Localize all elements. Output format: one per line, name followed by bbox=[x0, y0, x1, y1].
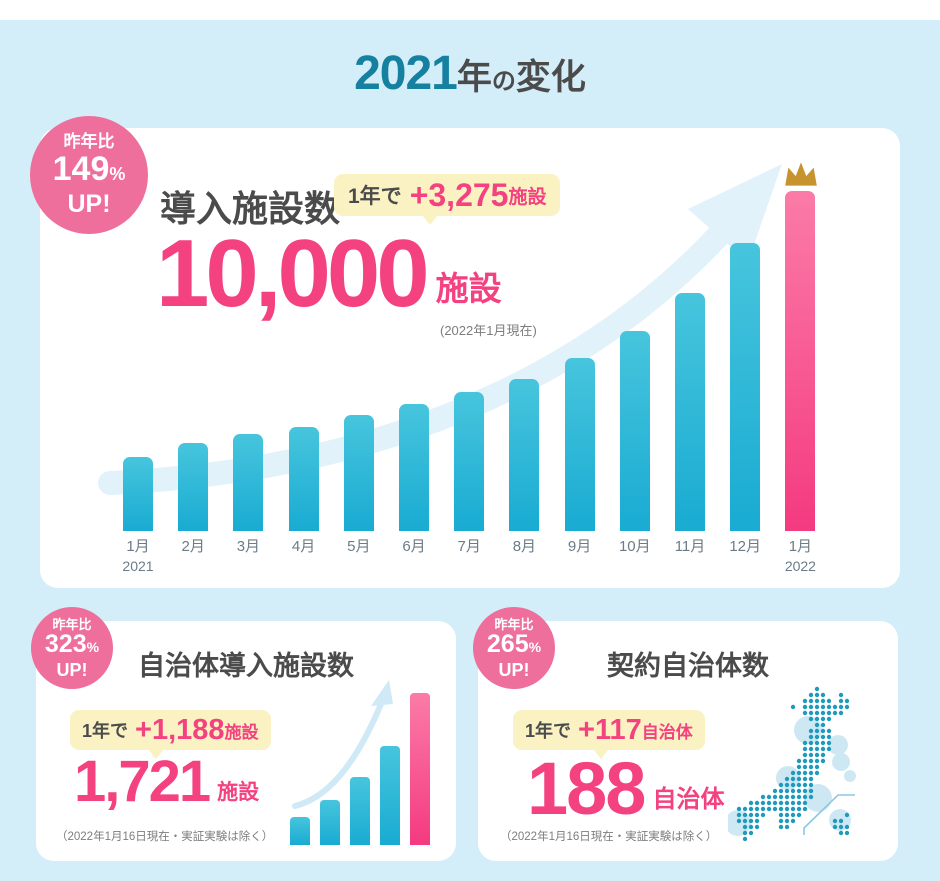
map-blobs bbox=[725, 716, 856, 836]
x-tick-label: 7月 bbox=[457, 538, 481, 555]
x-tick-label: 3月 bbox=[236, 538, 261, 555]
bubble-prefix: 1年で bbox=[348, 185, 402, 208]
title-year: 2021 bbox=[354, 47, 458, 100]
x-tick-label: 5月 bbox=[347, 538, 371, 555]
yoy-badge-left: 昨年比 323% UP! bbox=[31, 607, 113, 689]
left-card-title: 自治体導入施設数 bbox=[138, 651, 354, 681]
right-total: 188 自治体 bbox=[527, 752, 724, 826]
bar-2021-4月 bbox=[288, 427, 319, 531]
x-tick-label: 9月 bbox=[567, 538, 592, 555]
x-tick-label: 4月 bbox=[291, 538, 316, 555]
badge-percent: 265% bbox=[486, 629, 542, 658]
bar-2021-5月 bbox=[343, 415, 374, 531]
title-word: 変化 bbox=[515, 58, 586, 97]
right-total-number: 188 bbox=[527, 747, 646, 830]
bubble-prefix: 1年で bbox=[525, 721, 572, 741]
bubble-value: +3,275 bbox=[409, 176, 509, 213]
bubble-unit: 施設 bbox=[508, 186, 547, 208]
bar-2021-7月 bbox=[454, 392, 485, 531]
x-tick-label: 12月 bbox=[729, 538, 762, 555]
x-tick-label: 2月 bbox=[181, 538, 205, 555]
mini-bar-1 bbox=[290, 817, 310, 845]
mini-bar-4 bbox=[380, 746, 400, 845]
badge-percent: 149% bbox=[52, 150, 126, 188]
bar-2021-1月 bbox=[123, 457, 153, 531]
yoy-badge-main: 昨年比 149% UP! bbox=[30, 116, 148, 234]
map-dots bbox=[736, 686, 850, 842]
badge-label: 昨年比 bbox=[52, 616, 92, 632]
title-particle: の bbox=[491, 68, 516, 95]
x-tick-label: 11月 bbox=[674, 538, 706, 555]
bubble-value: +1,188 bbox=[135, 713, 225, 746]
bubble-unit: 施設 bbox=[224, 722, 259, 742]
bar-2021-10月 bbox=[619, 331, 650, 531]
badge-label: 昨年比 bbox=[63, 132, 115, 151]
bar-2021-8月 bbox=[509, 379, 540, 531]
as-of-note-left: （2022年1月16日現在・実証実験は除く） bbox=[56, 831, 274, 843]
x-tick-label: 1月 bbox=[788, 538, 813, 555]
badge-label: 昨年比 bbox=[494, 616, 534, 632]
big-total-unit: 施設 bbox=[435, 270, 502, 307]
mini-bar-2 bbox=[320, 800, 340, 845]
badge-up: UP! bbox=[56, 659, 88, 680]
badge-percent: 323% bbox=[44, 629, 100, 658]
left-total: 1,721 施設 bbox=[74, 752, 259, 812]
japan-dot-map bbox=[725, 676, 896, 856]
bubble-tail bbox=[148, 749, 164, 759]
bar-2021-9月 bbox=[564, 358, 595, 531]
okinawa-inset-line bbox=[803, 794, 855, 835]
badge-up: UP! bbox=[67, 190, 111, 218]
as-of-note-main: (2022年1月現在) bbox=[440, 323, 537, 338]
bar-2021-3月 bbox=[233, 434, 264, 531]
big-total: 10,000 施設 bbox=[156, 224, 502, 324]
delta-bubble-left: 1年で +1,188 施設 bbox=[70, 710, 271, 759]
year-label: 2022 bbox=[784, 558, 816, 574]
big-total-number: 10,000 bbox=[156, 220, 430, 327]
x-tick-label: 6月 bbox=[402, 538, 426, 555]
delta-bubble-right: 1年で +117 自治体 bbox=[513, 710, 705, 759]
x-tick-label: 1月 bbox=[126, 538, 150, 555]
mini-bar-chart bbox=[285, 668, 450, 848]
bar-2021-2月 bbox=[178, 443, 209, 531]
right-card-title: 契約自治体数 bbox=[607, 651, 769, 681]
bubble-unit: 自治体 bbox=[641, 722, 693, 742]
x-tick-label: 8月 bbox=[512, 538, 537, 555]
right-total-unit: 自治体 bbox=[652, 786, 725, 813]
crown-icon bbox=[785, 162, 817, 186]
bar-2021-6月 bbox=[399, 404, 429, 531]
as-of-note-right: （2022年1月16日現在・実証実験は除く） bbox=[500, 831, 718, 843]
title-year-suffix: 年 bbox=[456, 58, 492, 97]
bubble-prefix: 1年で bbox=[82, 721, 129, 741]
left-total-number: 1,721 bbox=[74, 749, 211, 814]
bar-2021-12月 bbox=[730, 243, 761, 531]
mini-bar-5 bbox=[410, 693, 430, 845]
bar-2021-11月 bbox=[675, 293, 705, 531]
bubble-value: +117 bbox=[578, 713, 642, 746]
page-title: 2021年の変化 bbox=[0, 46, 940, 101]
bubble-tail bbox=[593, 749, 609, 759]
year-label: 2021 bbox=[122, 558, 154, 574]
bar-2022-1月 bbox=[785, 191, 816, 531]
mini-bar-3 bbox=[350, 777, 370, 845]
yoy-badge-right: 昨年比 265% UP! bbox=[473, 607, 555, 689]
japan-map-svg bbox=[725, 686, 856, 842]
badge-up: UP! bbox=[498, 659, 530, 680]
left-total-unit: 施設 bbox=[217, 781, 260, 804]
delta-bubble-main: 1年で +3,275 施設 bbox=[334, 174, 561, 225]
x-tick-label: 10月 bbox=[618, 538, 651, 555]
